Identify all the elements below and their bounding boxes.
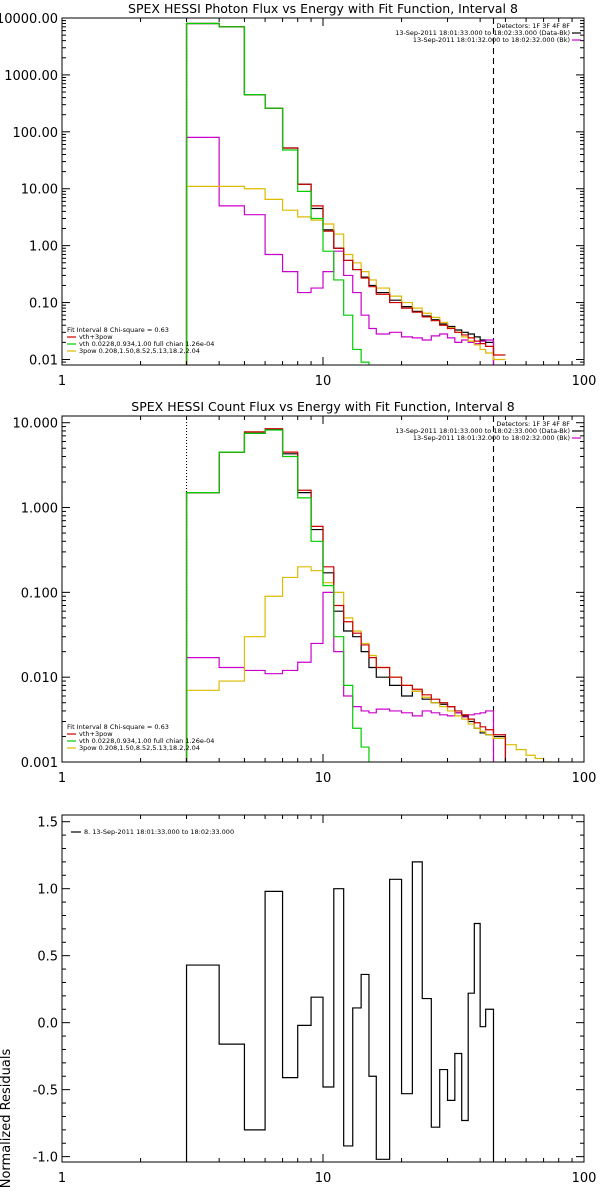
legend-detectors-label: Detectors: 1F 3F 4F 8F: [496, 420, 570, 428]
series-vth-line: [185, 429, 370, 762]
x-tick-label: 10: [315, 771, 332, 786]
plot-frame: [61, 415, 585, 763]
series-data-bk-line: [185, 428, 507, 762]
series-vth-3pow-line: [185, 428, 507, 762]
x-tick-label: 10: [315, 1171, 332, 1186]
photon-flux-panel: SPEX HESSI Photon Flux vs Energy with Fi…: [0, 1, 596, 389]
legend-detectors-label: Detectors: 1F 3F 4F 8F: [496, 22, 570, 30]
chart-title: SPEX HESSI Count Flux vs Energy with Fit…: [131, 399, 514, 414]
series-vth-line: [185, 22, 370, 365]
y-tick-label: 1.5: [37, 816, 58, 831]
chart-title: SPEX HESSI Photon Flux vs Energy with Fi…: [128, 1, 518, 16]
series-3pow-line: [185, 185, 506, 365]
series-bk-line: [185, 136, 495, 365]
legend-time-label: 13-Sep-2011 18:01:32.000 to 18:02:32.000…: [413, 434, 570, 442]
legend-fit-label: vth 0.0228,0.934,1.00 full chian 1.26e-0…: [79, 340, 214, 348]
y-tick-label: 0.001: [21, 756, 58, 771]
y-tick-label: 10.00: [21, 183, 58, 198]
y-tick-label: 100.00: [13, 126, 59, 141]
y-tick-label: -1.0: [33, 1151, 58, 1166]
legend-time-label: 13-Sep-2011 18:01:32.000 to 18:02:32.000…: [413, 36, 570, 44]
series-bk-line: [185, 591, 495, 762]
x-tick-label: 100: [572, 771, 597, 786]
y-tick-label: 0.5: [37, 950, 58, 965]
series-vth-3pow-line: [185, 22, 506, 365]
legend-fit-label: 3pow 0.208,1.50,8.52,5.13,18.2,2.04: [79, 744, 200, 752]
plot-frame: [61, 17, 585, 366]
x-tick-label: 100: [572, 374, 597, 389]
residuals-panel: 1 10 100 -1.0 -0.5 0.0 0.5 1.0 1.5 Normalized Res…: [0, 814, 597, 1189]
x-tick-label: 1: [58, 374, 66, 389]
y-tick-label: 0.10: [29, 297, 58, 312]
x-tick-label: 10: [315, 374, 332, 389]
y-tick-label: 0.01: [29, 353, 58, 368]
y-tick-label: 0.100: [21, 586, 58, 601]
series-group: [185, 861, 495, 1162]
y-tick-label: 1.00: [29, 240, 58, 255]
series-group: [185, 22, 506, 365]
y-tick-label: 10.000: [13, 417, 59, 432]
legend-fit-label: vth+3pow: [79, 333, 113, 341]
legend-interval-label: 8. 13-Sep-2011 18:01:33.000 to 18:02:33.…: [84, 828, 234, 836]
x-tick-label: 1: [58, 1171, 66, 1186]
plot-frame: [61, 814, 585, 1163]
legend-fit-label: vth+3pow: [79, 730, 113, 738]
y-tick-label: 0.010: [21, 671, 58, 686]
legend-fit-label: vth 0.0228,0.934,1.00 full chian 1.26e-0…: [79, 737, 214, 745]
y-tick-label: -0.5: [33, 1084, 58, 1099]
y-tick-label: 1.000: [21, 502, 58, 517]
series-data-bk-line: [185, 22, 495, 365]
series-3pow-line: [185, 566, 552, 762]
x-tick-label: 1: [58, 771, 66, 786]
count-flux-panel: SPEX HESSI Count Flux vs Energy with Fit…: [13, 399, 597, 786]
legend-time-label: 13-Sep-2011 18:01:33.000 to 18:02:33.000…: [395, 29, 570, 37]
legend-fit-header: Fit Interval 8 Chi-square = 0.63: [67, 326, 169, 334]
y-tick-label: 1000.00: [4, 69, 58, 84]
y-tick-label: 10000.00: [0, 12, 58, 27]
x-tick-label: 100: [572, 1171, 597, 1186]
legend-fit-header: Fit Interval 8 Chi-square = 0.63: [67, 723, 169, 731]
legend-fit-label: 3pow 0.208,1.50,8.52,5.13,18.2,2.04: [79, 347, 200, 355]
series-residuals-line: [185, 861, 495, 1162]
legend-time-label: 13-Sep-2011 18:01:33.000 to 18:02:33.000…: [395, 427, 570, 435]
y-tick-label: 1.0: [37, 883, 58, 898]
y-tick-label: 0.0: [37, 1017, 58, 1032]
y-axis-label: Normalized Residuals: [0, 1049, 14, 1189]
series-group: [185, 428, 552, 762]
